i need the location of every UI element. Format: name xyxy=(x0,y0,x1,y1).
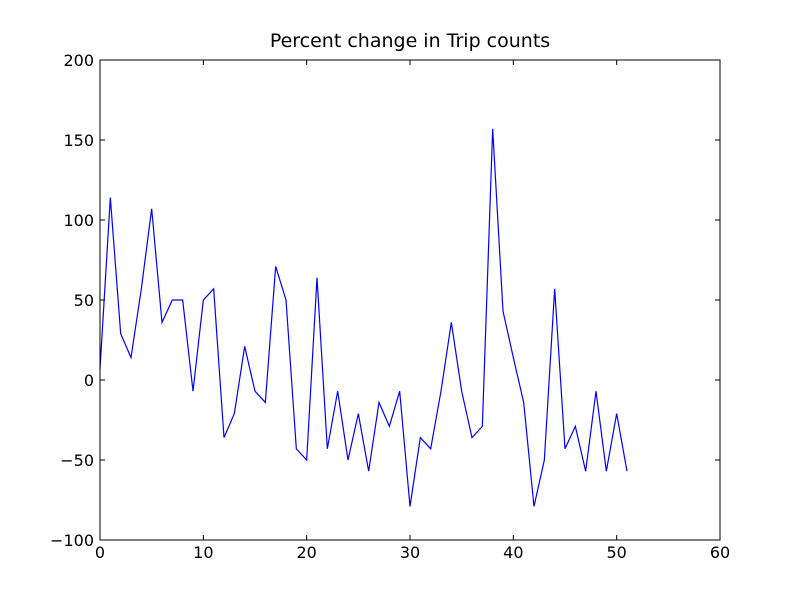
x-tick-label: 0 xyxy=(95,543,105,562)
x-tick-label: 10 xyxy=(193,543,213,562)
x-tick-label: 40 xyxy=(503,543,523,562)
y-tick-label: 50 xyxy=(74,291,94,310)
x-tick-label: 20 xyxy=(296,543,316,562)
tick-labels-layer: 0 10 20 30 40 50 60 −100 −50 0 50 100 150 200 xyxy=(50,51,730,562)
y-tick-label: −100 xyxy=(50,531,94,550)
series-layer xyxy=(99,128,628,507)
x-tick-label: 30 xyxy=(400,543,420,562)
y-tick-label: 150 xyxy=(63,131,94,150)
y-tick-label: −50 xyxy=(60,451,94,470)
y-tick-label: 200 xyxy=(63,51,94,70)
x-tick-label: 60 xyxy=(710,543,730,562)
y-tick-label: 0 xyxy=(84,371,94,390)
chart-title: Percent change in Trip counts xyxy=(269,30,551,52)
ticks-layer xyxy=(99,59,721,541)
y-tick-label: 100 xyxy=(63,211,94,230)
x-tick-label: 50 xyxy=(606,543,626,562)
series-line-0 xyxy=(99,128,628,507)
